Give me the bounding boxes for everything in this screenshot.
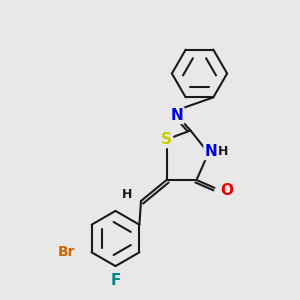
Text: Br: Br: [58, 245, 75, 259]
Text: H: H: [218, 145, 229, 158]
Text: N: N: [205, 144, 217, 159]
Text: S: S: [161, 132, 172, 147]
Text: F: F: [110, 273, 121, 288]
Text: H: H: [122, 188, 132, 201]
Text: O: O: [220, 183, 234, 198]
Text: N: N: [171, 108, 183, 123]
